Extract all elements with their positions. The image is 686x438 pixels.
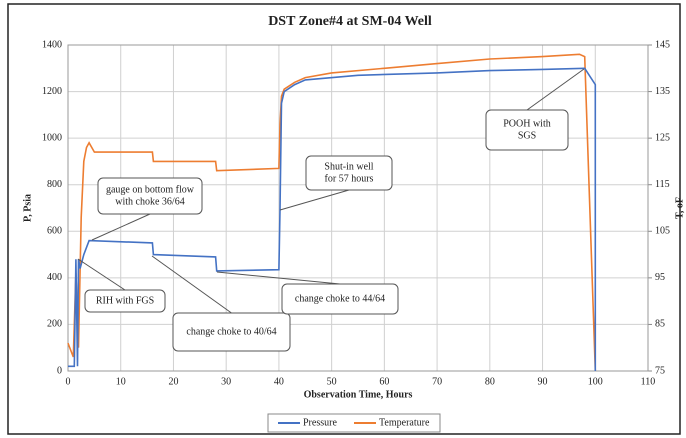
callout-box <box>84 289 166 313</box>
callout-pointer <box>216 271 341 285</box>
y2-tick-label: 115 <box>655 179 670 190</box>
y2-tick-label: 95 <box>655 272 665 283</box>
x-tick-label: 40 <box>274 376 284 387</box>
y2-tick-label: 125 <box>655 132 670 143</box>
y2-tick-label: 85 <box>655 319 665 330</box>
x-tick-label: 60 <box>379 376 389 387</box>
annotation-text: SGS <box>518 130 536 141</box>
frame <box>7 3 681 435</box>
x-tick-label: 80 <box>485 376 495 387</box>
y-tick-label: 1000 <box>42 132 62 143</box>
y2-tick-label: 105 <box>655 226 670 237</box>
x-tick-label: 10 <box>116 376 126 387</box>
series-line <box>67 53 597 372</box>
y2-axis-label: T, oF <box>674 197 685 219</box>
x-tick-label: 0 <box>66 376 71 387</box>
y-axis-label: P, Psia <box>22 194 33 222</box>
chart-title: DST Zone#4 at SM-04 Well <box>268 14 432 29</box>
y2-tick-label: 135 <box>655 86 670 97</box>
x-tick-label: 70 <box>432 376 442 387</box>
annotation-text: RIH with FGS <box>96 295 154 306</box>
callout-pointer <box>279 189 350 211</box>
y-tick-label: 600 <box>47 226 62 237</box>
y-tick-label: 0 <box>57 365 62 376</box>
x-tick-label: 20 <box>168 376 178 387</box>
annotation-text: for 57 hours <box>325 173 374 184</box>
x-tick-label: 100 <box>588 376 603 387</box>
y2-tick-label: 75 <box>655 365 665 376</box>
callout-pointer <box>91 213 151 241</box>
y-tick-label: 1200 <box>42 86 62 97</box>
x-tick-label: 30 <box>221 376 231 387</box>
plot-border <box>67 44 649 372</box>
y2-tick-label: 145 <box>655 39 670 50</box>
y-tick-label: 1400 <box>42 39 62 50</box>
y-tick-label: 200 <box>47 319 62 330</box>
legend-label: Temperature <box>379 417 430 428</box>
annotation-text: gauge on bottom flow <box>106 184 195 195</box>
annotation-text: with choke 36/64 <box>115 196 184 207</box>
callout-box <box>281 283 399 315</box>
callout-box <box>485 109 569 151</box>
annotation-text: Shut-in well <box>324 161 373 172</box>
callout-box <box>172 312 291 352</box>
annotation-text: POOH with <box>503 118 551 129</box>
x-axis-label: Observation Time, Hours <box>304 389 413 400</box>
callout-box <box>97 177 203 215</box>
callout-pointer <box>526 68 585 111</box>
x-tick-label: 50 <box>327 376 337 387</box>
callout-box <box>305 155 393 191</box>
x-tick-label: 110 <box>641 376 656 387</box>
x-tick-label: 90 <box>538 376 548 387</box>
annotation-text: change choke to 44/64 <box>295 293 385 304</box>
callout-pointer <box>77 258 126 291</box>
y-tick-label: 400 <box>47 272 62 283</box>
annotation-text: change choke to 40/64 <box>186 326 276 337</box>
legend-label: Pressure <box>303 417 337 428</box>
callout-pointer <box>151 255 232 314</box>
y-tick-label: 800 <box>47 179 62 190</box>
